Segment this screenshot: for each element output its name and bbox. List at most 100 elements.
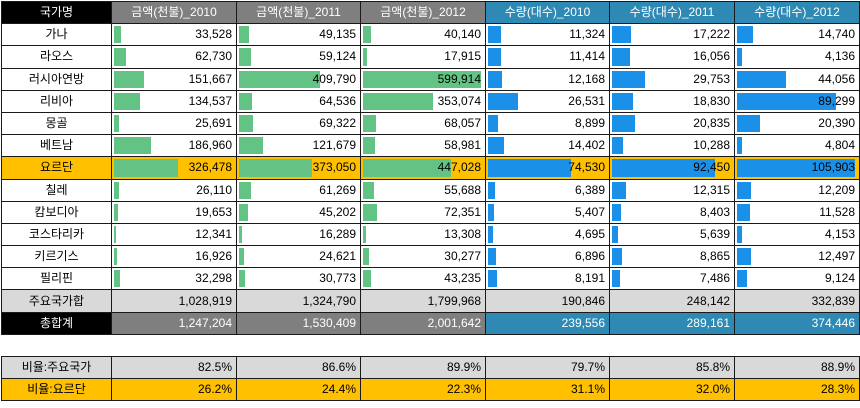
country-name-cell[interactable]: 몽골	[1, 111, 112, 136]
amount-2011-cell[interactable]: 61,269	[236, 178, 361, 202]
subtotal-amount-2010[interactable]: 1,028,919	[111, 289, 237, 313]
amount-2012-cell[interactable]: 40,140	[360, 23, 486, 47]
amount-2011-cell[interactable]: 59,124	[236, 45, 361, 69]
country-name-cell[interactable]: 베트남	[1, 134, 112, 158]
amount-2010-cell[interactable]: 25,691	[111, 111, 237, 136]
empty-cell[interactable]	[360, 333, 486, 357]
total-label[interactable]: 총합계	[1, 311, 112, 335]
quantity-2010-cell[interactable]: 5,407	[485, 200, 610, 224]
amount-2010-cell[interactable]: 134,537	[111, 89, 237, 113]
ratio-jordan-quantity-2010[interactable]: 31.1%	[485, 377, 610, 402]
ratio-major-amount-2010[interactable]: 82.5%	[111, 355, 237, 380]
ratio-major-label[interactable]: 비율:주요국가	[1, 355, 112, 380]
quantity-2012-cell[interactable]: 4,804	[734, 134, 860, 158]
ratio-jordan-amount-2011[interactable]: 24.4%	[236, 377, 361, 402]
header-amount-2012[interactable]: 금액(천불)_2012	[360, 0, 486, 25]
quantity-2012-cell[interactable]: 4,153	[734, 222, 860, 247]
quantity-2011-cell[interactable]: 18,830	[609, 89, 735, 113]
quantity-2011-cell[interactable]: 92,450	[609, 156, 735, 180]
quantity-2012-cell[interactable]: 4,136	[734, 45, 860, 69]
country-name-cell[interactable]: 요르단	[1, 156, 112, 180]
quantity-2011-cell[interactable]: 17,222	[609, 23, 735, 47]
amount-2011-cell[interactable]: 373,050	[236, 156, 361, 180]
amount-2012-cell[interactable]: 13,308	[360, 222, 486, 247]
header-quantity-2011[interactable]: 수량(대수)_2011	[609, 0, 735, 25]
quantity-2010-cell[interactable]: 11,324	[485, 23, 610, 47]
country-name-cell[interactable]: 칠레	[1, 178, 112, 202]
amount-2011-cell[interactable]: 409,790	[236, 67, 361, 91]
ratio-jordan-amount-2012[interactable]: 22.3%	[360, 377, 486, 402]
quantity-2010-cell[interactable]: 8,191	[485, 267, 610, 291]
amount-2010-cell[interactable]: 151,667	[111, 67, 237, 91]
ratio-major-quantity-2012[interactable]: 88.9%	[734, 355, 860, 380]
total-amount-2011[interactable]: 1,530,409	[236, 311, 361, 335]
quantity-2012-cell[interactable]: 12,209	[734, 178, 860, 202]
amount-2011-cell[interactable]: 121,679	[236, 134, 361, 158]
empty-cell[interactable]	[236, 333, 361, 357]
subtotal-quantity-2010[interactable]: 190,846	[485, 289, 610, 313]
amount-2012-cell[interactable]: 68,057	[360, 111, 486, 136]
amount-2010-cell[interactable]: 12,341	[111, 222, 237, 247]
ratio-jordan-quantity-2012[interactable]: 28.3%	[734, 377, 860, 402]
country-name-cell[interactable]: 키르기스	[1, 245, 112, 269]
amount-2012-cell[interactable]: 353,074	[360, 89, 486, 113]
quantity-2011-cell[interactable]: 16,056	[609, 45, 735, 69]
country-name-cell[interactable]: 필리핀	[1, 267, 112, 291]
quantity-2010-cell[interactable]: 6,896	[485, 245, 610, 269]
total-quantity-2012[interactable]: 374,446	[734, 311, 860, 335]
country-name-cell[interactable]: 라오스	[1, 45, 112, 69]
amount-2011-cell[interactable]: 69,322	[236, 111, 361, 136]
quantity-2010-cell[interactable]: 74,530	[485, 156, 610, 180]
quantity-2011-cell[interactable]: 20,835	[609, 111, 735, 136]
subtotal-amount-2011[interactable]: 1,324,790	[236, 289, 361, 313]
quantity-2011-cell[interactable]: 8,865	[609, 245, 735, 269]
quantity-2010-cell[interactable]: 6,389	[485, 178, 610, 202]
quantity-2011-cell[interactable]: 10,288	[609, 134, 735, 158]
amount-2012-cell[interactable]: 43,235	[360, 267, 486, 291]
amount-2012-cell[interactable]: 447,028	[360, 156, 486, 180]
subtotal-amount-2012[interactable]: 1,799,968	[360, 289, 486, 313]
amount-2010-cell[interactable]: 19,653	[111, 200, 237, 224]
subtotal-label[interactable]: 주요국가합	[1, 289, 112, 313]
total-quantity-2011[interactable]: 289,161	[609, 311, 735, 335]
ratio-major-amount-2011[interactable]: 86.6%	[236, 355, 361, 380]
amount-2010-cell[interactable]: 26,110	[111, 178, 237, 202]
subtotal-quantity-2011[interactable]: 248,142	[609, 289, 735, 313]
amount-2012-cell[interactable]: 599,914	[360, 67, 486, 91]
quantity-2012-cell[interactable]: 14,740	[734, 23, 860, 47]
ratio-jordan-amount-2010[interactable]: 26.2%	[111, 377, 237, 402]
total-quantity-2010[interactable]: 239,556	[485, 311, 610, 335]
quantity-2010-cell[interactable]: 4,695	[485, 222, 610, 247]
ratio-jordan-label[interactable]: 비율:요르단	[1, 377, 112, 402]
header-quantity-2010[interactable]: 수량(대수)_2010	[485, 0, 610, 25]
quantity-2010-cell[interactable]: 26,531	[485, 89, 610, 113]
quantity-2011-cell[interactable]: 12,315	[609, 178, 735, 202]
ratio-major-quantity-2010[interactable]: 79.7%	[485, 355, 610, 380]
empty-cell[interactable]	[609, 333, 735, 357]
country-name-cell[interactable]: 캄보디아	[1, 200, 112, 224]
total-amount-2010[interactable]: 1,247,204	[111, 311, 237, 335]
quantity-2011-cell[interactable]: 8,403	[609, 200, 735, 224]
quantity-2012-cell[interactable]: 9,124	[734, 267, 860, 291]
header-quantity-2012[interactable]: 수량(대수)_2012	[734, 0, 860, 25]
amount-2011-cell[interactable]: 45,202	[236, 200, 361, 224]
amount-2011-cell[interactable]: 24,621	[236, 245, 361, 269]
quantity-2011-cell[interactable]: 7,486	[609, 267, 735, 291]
amount-2010-cell[interactable]: 16,926	[111, 245, 237, 269]
country-name-cell[interactable]: 러시아연방	[1, 67, 112, 91]
ratio-jordan-quantity-2011[interactable]: 32.0%	[609, 377, 735, 402]
amount-2010-cell[interactable]: 33,528	[111, 23, 237, 47]
quantity-2010-cell[interactable]: 12,168	[485, 67, 610, 91]
total-amount-2012[interactable]: 2,001,642	[360, 311, 486, 335]
amount-2012-cell[interactable]: 30,277	[360, 245, 486, 269]
amount-2011-cell[interactable]: 49,135	[236, 23, 361, 47]
amount-2011-cell[interactable]: 16,289	[236, 222, 361, 247]
quantity-2012-cell[interactable]: 105,903	[734, 156, 860, 180]
amount-2010-cell[interactable]: 62,730	[111, 45, 237, 69]
amount-2012-cell[interactable]: 58,981	[360, 134, 486, 158]
amount-2010-cell[interactable]: 326,478	[111, 156, 237, 180]
empty-cell[interactable]	[485, 333, 610, 357]
country-name-cell[interactable]: 리비아	[1, 89, 112, 113]
empty-cell[interactable]	[734, 333, 860, 357]
amount-2010-cell[interactable]: 32,298	[111, 267, 237, 291]
